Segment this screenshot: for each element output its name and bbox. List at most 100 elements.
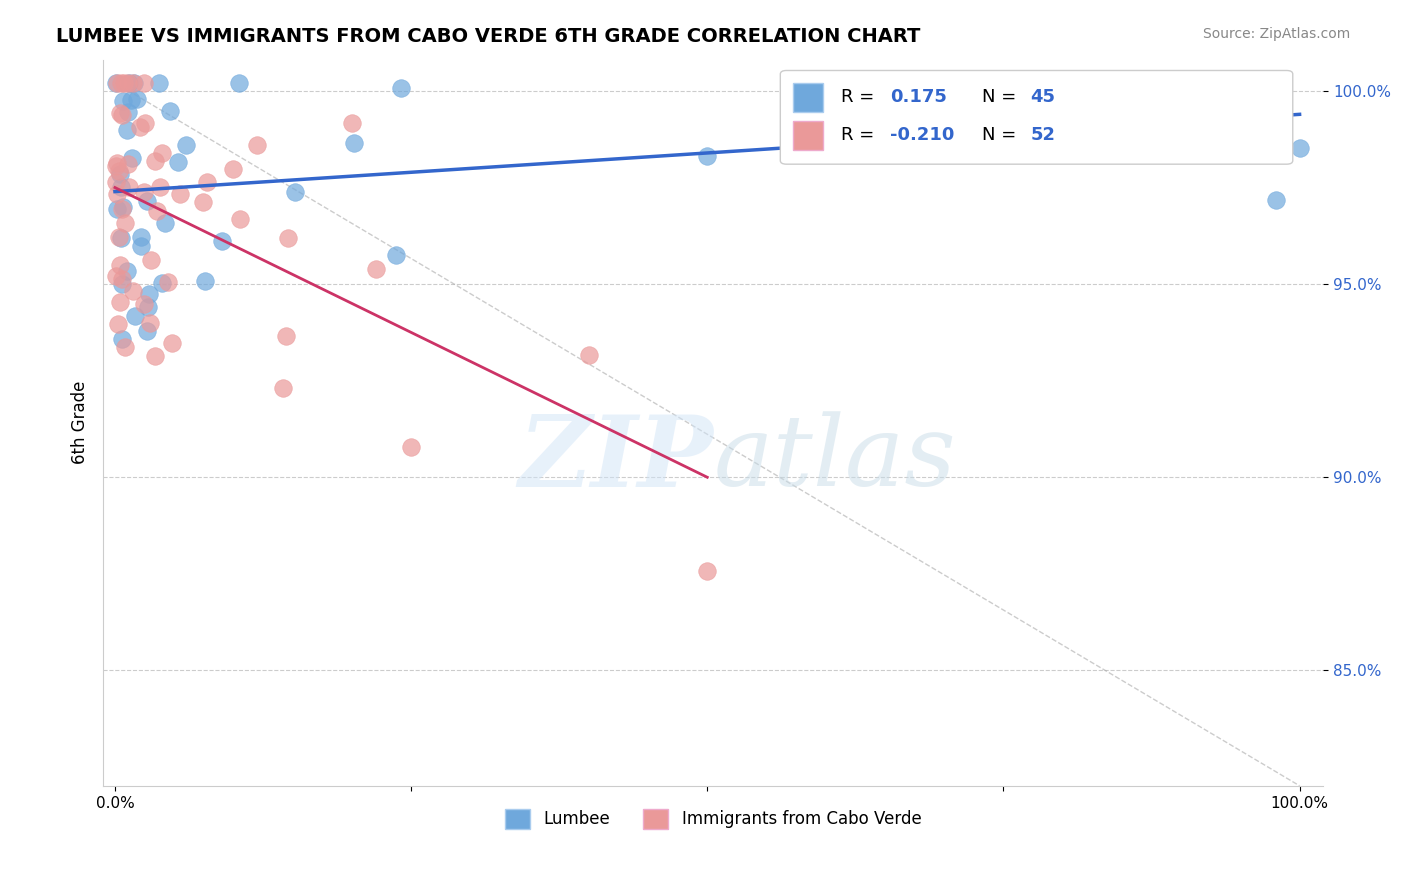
Point xyxy=(117,123,139,137)
Point xyxy=(110,180,132,194)
Point xyxy=(148,76,170,90)
Point xyxy=(696,564,718,578)
Text: R =: R = xyxy=(841,126,880,145)
Point xyxy=(111,108,134,122)
Point xyxy=(129,120,152,134)
Text: -0.210: -0.210 xyxy=(890,126,955,145)
Point xyxy=(107,317,129,331)
Point xyxy=(578,348,600,362)
Bar xyxy=(793,83,823,112)
Point xyxy=(277,231,299,245)
Point xyxy=(139,316,162,330)
Point xyxy=(134,76,156,90)
Point xyxy=(111,272,134,286)
Point xyxy=(195,175,218,189)
Point xyxy=(105,156,128,170)
Point xyxy=(111,202,134,216)
Point xyxy=(108,295,131,310)
Point xyxy=(1135,76,1157,90)
Point xyxy=(108,106,131,120)
Point xyxy=(134,116,156,130)
Point xyxy=(115,264,138,278)
Point xyxy=(1111,81,1133,95)
Point xyxy=(108,164,131,178)
Point xyxy=(105,159,128,173)
Text: N =: N = xyxy=(981,88,1022,106)
Point xyxy=(343,136,366,150)
Point xyxy=(389,80,412,95)
Point xyxy=(399,440,422,454)
Point xyxy=(124,309,146,323)
Point xyxy=(155,216,177,230)
Point xyxy=(150,146,173,161)
Point xyxy=(136,194,159,208)
Point xyxy=(193,194,215,209)
Point xyxy=(274,329,297,343)
Point xyxy=(111,200,134,214)
Point xyxy=(340,116,363,130)
Point xyxy=(228,76,250,90)
Point xyxy=(135,324,157,338)
Point xyxy=(111,333,134,347)
Point xyxy=(1264,193,1286,207)
Point xyxy=(107,230,129,244)
Point xyxy=(105,175,128,189)
Point xyxy=(271,382,294,396)
Point xyxy=(364,261,387,276)
Point xyxy=(1288,141,1310,155)
Bar xyxy=(793,120,823,150)
Point xyxy=(114,340,136,354)
Point xyxy=(838,76,860,90)
Point xyxy=(117,104,139,119)
Point xyxy=(211,235,233,249)
Point xyxy=(105,186,128,201)
Point xyxy=(143,349,166,363)
Legend: Lumbee, Immigrants from Cabo Verde: Lumbee, Immigrants from Cabo Verde xyxy=(498,802,928,836)
Text: atlas: atlas xyxy=(713,411,956,507)
Point xyxy=(105,76,128,90)
Point xyxy=(696,149,718,163)
Text: N =: N = xyxy=(981,126,1022,145)
Text: 0.175: 0.175 xyxy=(890,88,948,106)
Point xyxy=(146,204,169,219)
Point xyxy=(117,76,139,90)
Point xyxy=(120,93,142,107)
Point xyxy=(159,103,181,118)
Point xyxy=(117,157,139,171)
Point xyxy=(121,285,143,299)
Point xyxy=(110,231,132,245)
Point xyxy=(129,238,152,252)
Point xyxy=(134,297,156,311)
Text: Source: ZipAtlas.com: Source: ZipAtlas.com xyxy=(1202,27,1350,41)
Point xyxy=(112,76,135,90)
Point xyxy=(246,137,269,152)
Point xyxy=(114,216,136,230)
Point xyxy=(112,95,135,109)
Point xyxy=(110,167,132,181)
Text: LUMBEE VS IMMIGRANTS FROM CABO VERDE 6TH GRADE CORRELATION CHART: LUMBEE VS IMMIGRANTS FROM CABO VERDE 6TH… xyxy=(56,27,921,45)
Point xyxy=(125,92,148,106)
Point xyxy=(110,76,132,90)
Point xyxy=(132,185,155,199)
Point xyxy=(284,186,307,200)
Point xyxy=(167,154,190,169)
Point xyxy=(108,258,131,272)
Point xyxy=(105,202,128,216)
Point xyxy=(162,335,184,350)
FancyBboxPatch shape xyxy=(780,70,1292,164)
Text: 45: 45 xyxy=(1031,88,1056,106)
Point xyxy=(150,276,173,290)
Point xyxy=(122,76,145,90)
Point xyxy=(118,180,141,194)
Point xyxy=(194,274,217,288)
Point xyxy=(169,187,191,202)
Point xyxy=(385,248,408,262)
Text: 52: 52 xyxy=(1031,126,1056,145)
Point xyxy=(873,76,896,90)
Point xyxy=(138,287,160,301)
Point xyxy=(136,300,159,314)
Point xyxy=(131,230,153,244)
Point xyxy=(229,212,252,227)
Point xyxy=(222,161,245,176)
Point xyxy=(105,76,128,90)
